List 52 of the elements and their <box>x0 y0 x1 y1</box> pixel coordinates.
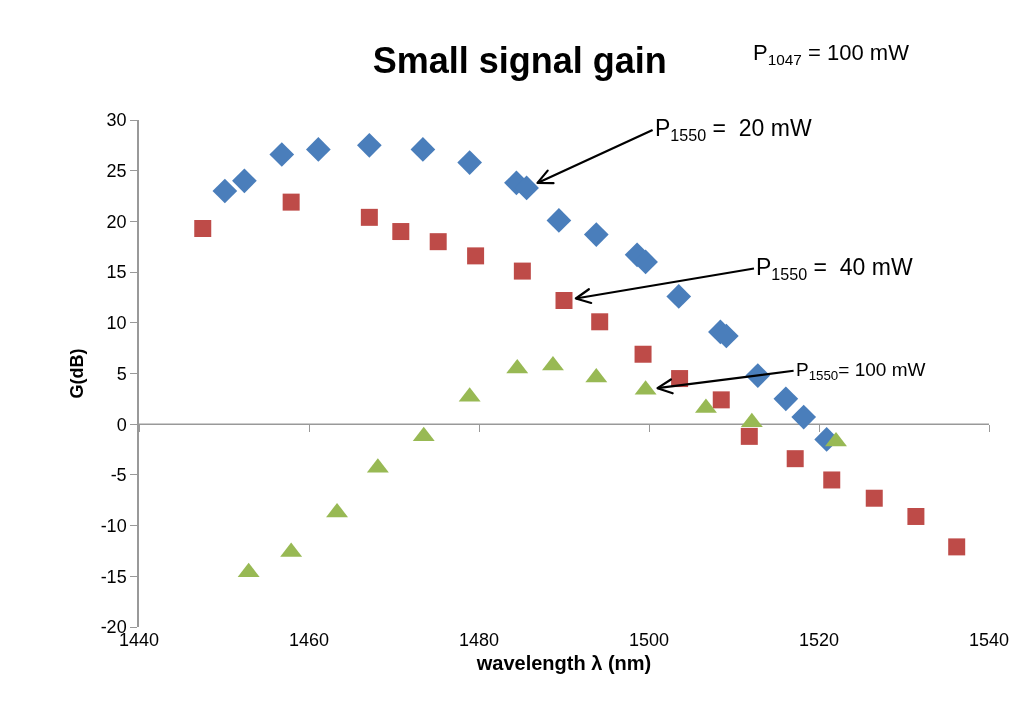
point <box>269 142 295 167</box>
point <box>513 262 531 280</box>
y-tick-label: 10 <box>106 313 127 334</box>
point <box>791 404 817 430</box>
y-tick-label: 15 <box>106 262 127 283</box>
chart-title: Small signal gain <box>372 39 667 81</box>
text: P$_{1047}$ = 100 mW <box>753 40 910 68</box>
point <box>634 345 652 363</box>
x-tick-label: 1460 <box>288 630 330 650</box>
point <box>546 208 572 233</box>
point <box>712 391 730 409</box>
y-tick-label: 5 <box>116 363 127 384</box>
point <box>948 538 966 556</box>
y-axis-title: G(dB) <box>67 348 88 399</box>
x-axis-title: wavelength λ (nm) <box>475 651 652 674</box>
point <box>583 222 609 247</box>
y-tick-label: 25 <box>106 161 127 181</box>
y-tick-label: -15 <box>100 566 127 587</box>
point <box>786 450 804 468</box>
point <box>360 208 378 226</box>
point <box>591 313 609 331</box>
point <box>410 137 436 162</box>
point <box>740 427 758 445</box>
point <box>823 471 841 489</box>
x-tick-label: 1480 <box>458 630 500 650</box>
x-tick-label: 1500 <box>628 630 670 650</box>
point <box>282 193 300 211</box>
point <box>666 284 692 309</box>
point <box>825 431 847 447</box>
x-tick-label: 1540 <box>968 630 1010 650</box>
point <box>457 150 482 175</box>
point <box>865 489 883 507</box>
point <box>194 220 212 237</box>
point <box>232 168 257 194</box>
point <box>773 386 799 412</box>
point <box>467 247 485 265</box>
y-tick-label: 30 <box>106 110 127 131</box>
x-tick-label: 1520 <box>798 630 840 650</box>
y-tick-label: 20 <box>106 211 127 232</box>
point <box>392 223 410 241</box>
point <box>212 178 238 204</box>
point <box>429 233 447 251</box>
annotation: P$_{1550}$= 100 mW <box>796 359 926 383</box>
point <box>306 137 331 162</box>
point <box>357 133 382 158</box>
y-tick-label: -10 <box>100 515 127 536</box>
annotation: P$_{1550}$ = 20 mW <box>655 115 812 144</box>
point <box>907 507 925 525</box>
y-tick-label: -5 <box>110 465 127 486</box>
point <box>555 291 573 309</box>
annotation: P$_{1550}$ = 40 mW <box>756 254 913 283</box>
y-tick-label: 0 <box>116 414 127 435</box>
